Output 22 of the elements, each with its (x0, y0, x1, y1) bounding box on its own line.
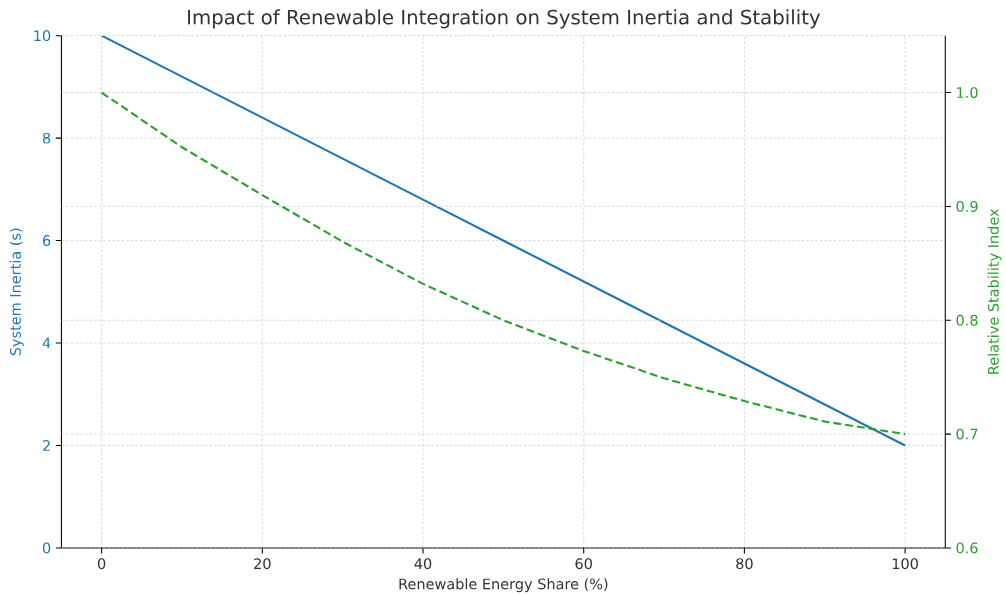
x-tick-label: 100 (892, 558, 918, 570)
y2-tick-label: 0.6 (956, 542, 978, 554)
x-tick-label: 0 (97, 558, 106, 570)
x-tick-label: 40 (414, 558, 432, 570)
y2-tick-label: 0.9 (956, 201, 978, 213)
x-axis-title: Renewable Energy Share (%) (399, 578, 608, 593)
y2-tick-label: 1.0 (957, 87, 978, 99)
x-tick-label: 80 (736, 558, 753, 570)
line-series (100, 91, 907, 436)
y-tick-label: 0 (42, 542, 51, 554)
x-tick-label: 60 (575, 558, 592, 570)
x-tick-label: 20 (254, 558, 271, 570)
y-tick-label: 8 (42, 132, 51, 144)
y-tick-label: 4 (42, 337, 51, 349)
chart-title: Impact of Renewable Integration on System Inertia and Stability (188, 9, 821, 29)
y2-tick-label: 0.8 (956, 315, 978, 326)
y-tick-label: 10 (34, 30, 51, 42)
y2-tick-label: 0.7 (956, 428, 978, 440)
y2-axis-title: Relative Stability Index (987, 209, 1002, 374)
y-tick-label: 6 (42, 235, 51, 247)
y-tick-label: 2 (43, 440, 50, 452)
y-axis-title: System Inertia (s) (9, 228, 24, 356)
